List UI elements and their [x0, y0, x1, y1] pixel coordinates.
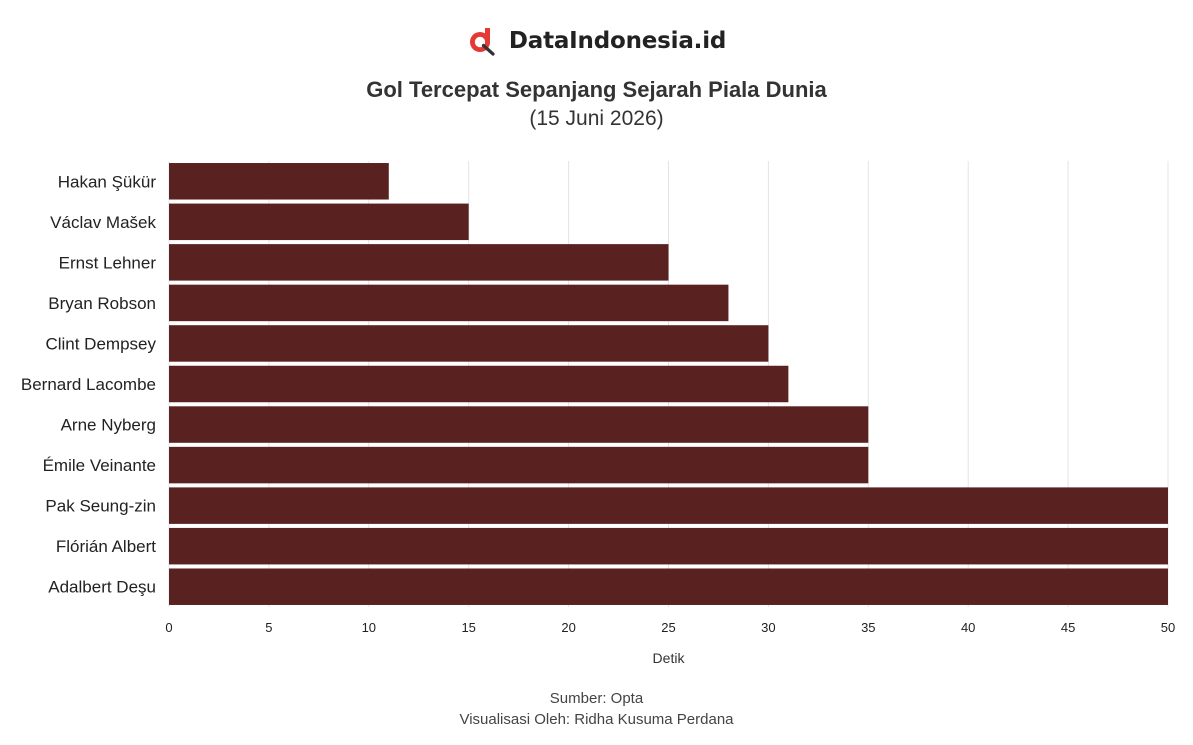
bar-chart: Hakan Şükür Václav Mašek Ernst Lehner Bryan…	[21, 161, 1175, 666]
category-label: Flórián Albert	[56, 537, 156, 556]
category-label: Arne Nyberg	[61, 416, 156, 435]
x-tick-label: 30	[761, 620, 775, 635]
bar	[169, 365, 789, 403]
x-tick-label: 10	[362, 620, 376, 635]
category-label: Ernst Lehner	[59, 253, 157, 272]
chart-subtitle: (15 Juni 2026)	[529, 107, 664, 130]
source-caption: Sumber: Opta	[549, 690, 644, 707]
category-label: Clint Dempsey	[45, 334, 156, 353]
x-tick-label: 25	[661, 620, 675, 635]
category-label: Bryan Robson	[48, 294, 156, 313]
bar	[169, 203, 469, 241]
x-tick-label: 45	[1061, 620, 1075, 635]
bar	[169, 244, 669, 281]
magnifier-d-logo-icon	[469, 28, 495, 56]
brand-header: DataIndonesia.id	[0, 26, 1193, 56]
bar	[169, 568, 1168, 605]
x-tick-label: 40	[961, 620, 975, 635]
x-tick-label: 50	[1161, 620, 1175, 635]
category-label: Bernard Lacombe	[21, 375, 156, 394]
x-tick-label: 35	[861, 620, 875, 635]
chart-title: Gol Tercepat Sepanjang Sejarah Piala Dun…	[366, 77, 827, 102]
bar	[169, 284, 729, 322]
x-tick-label: 5	[265, 620, 272, 635]
category-label: Václav Mašek	[50, 213, 156, 232]
x-tick-label: 0	[165, 620, 172, 635]
category-label: Émile Veinante	[43, 456, 156, 475]
category-label: Adalbert Deşu	[48, 578, 156, 597]
bar	[169, 163, 389, 200]
x-tick-label: 20	[561, 620, 575, 635]
bar	[169, 406, 869, 443]
bar	[169, 446, 869, 484]
category-label: Hakan Şükür	[58, 172, 157, 191]
bar	[169, 325, 769, 362]
bar	[169, 527, 1168, 565]
brand-name: DataIndonesia.id	[508, 28, 727, 54]
credit-caption: Visualisasi Oleh: Ridha Kusuma Perdana	[459, 711, 734, 728]
category-label: Pak Seung-zin	[45, 497, 156, 516]
x-tick-label: 15	[461, 620, 475, 635]
x-axis-label: Detik	[653, 650, 686, 666]
bar	[169, 487, 1168, 524]
